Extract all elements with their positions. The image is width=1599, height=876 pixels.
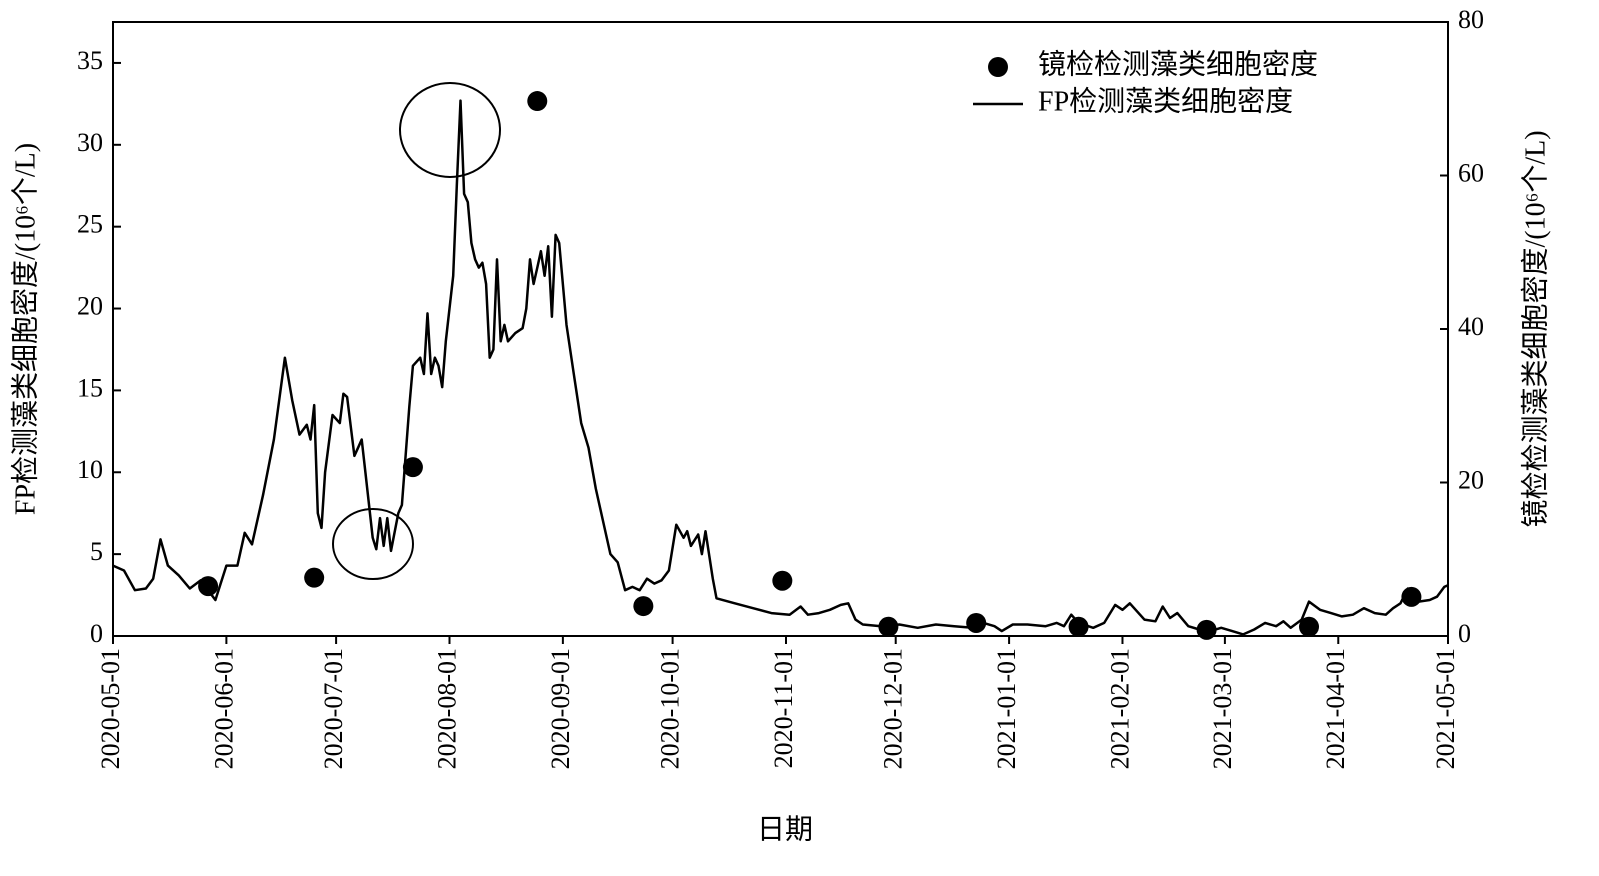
data-point xyxy=(633,596,654,617)
x-tick-label: 2020-06-01 xyxy=(209,648,238,769)
x-tick-label: 2021-01-01 xyxy=(992,648,1021,769)
x-tick-label: 2020-07-01 xyxy=(319,648,348,769)
legend-label: 镜检检测藻类细胞密度 xyxy=(1038,48,1318,80)
x-tick-label: 2020-08-01 xyxy=(432,648,461,769)
data-point xyxy=(402,457,423,478)
x-tick-label: 2021-02-01 xyxy=(1105,648,1134,769)
x-tick-label: 2020-09-01 xyxy=(546,648,575,769)
x-tick-label: 2021-05-01 xyxy=(1431,648,1460,769)
y2-tick-label: 0 xyxy=(1458,619,1471,648)
x-tick-label: 2020-12-01 xyxy=(879,648,908,769)
y2-axis-title: 镜检检测藻类细胞密度/(10⁶个/L) xyxy=(1519,130,1551,527)
y-tick-label: 35 xyxy=(77,46,103,75)
data-line xyxy=(112,99,1449,636)
y-tick-label: 25 xyxy=(77,210,103,239)
x-axis-title: 日期 xyxy=(757,814,813,845)
y2-tick-label: 60 xyxy=(1458,158,1484,187)
data-point xyxy=(527,91,548,112)
legend-label: FP检测藻类细胞密度 xyxy=(1038,85,1293,117)
x-tick-label: 2021-03-01 xyxy=(1208,648,1237,769)
x-tick-label: 2021-04-01 xyxy=(1321,648,1350,769)
highlight-circle xyxy=(332,508,414,580)
y-tick-label: 30 xyxy=(77,128,103,157)
y-axis-title: FP检测藻类细胞密度/(10⁶个/L) xyxy=(9,143,41,515)
y2-tick-label: 20 xyxy=(1458,465,1484,494)
y-tick-label: 20 xyxy=(77,292,103,321)
data-point xyxy=(1068,616,1089,637)
data-point xyxy=(198,576,219,597)
data-point xyxy=(304,567,325,588)
y-tick-label: 0 xyxy=(90,619,103,648)
data-point xyxy=(1299,616,1320,637)
y2-tick-label: 40 xyxy=(1458,312,1484,341)
y-tick-label: 15 xyxy=(77,373,103,402)
y-tick-label: 5 xyxy=(90,537,103,566)
x-tick-label: 2020-05-01 xyxy=(96,648,125,769)
x-tick-label: 2020-11-01 xyxy=(769,648,798,768)
y2-tick-label: 80 xyxy=(1458,5,1484,34)
y-tick-label: 10 xyxy=(77,455,103,484)
data-point xyxy=(878,616,899,637)
x-tick-label: 2020-10-01 xyxy=(656,648,685,769)
data-point xyxy=(772,570,793,591)
highlight-circle xyxy=(399,82,501,178)
legend-marker xyxy=(988,57,1008,77)
